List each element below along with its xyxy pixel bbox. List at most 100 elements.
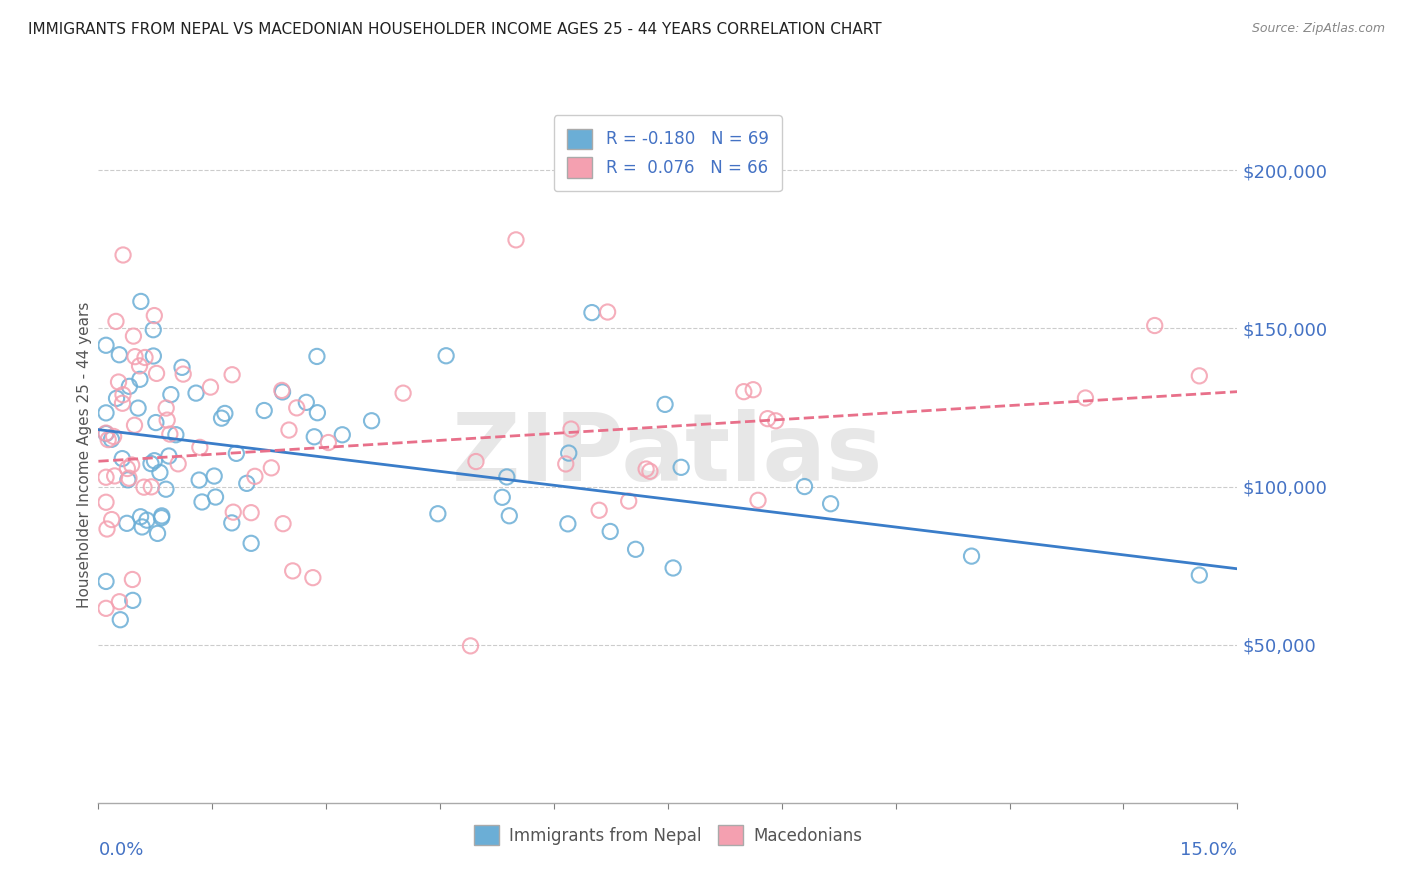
Point <box>105 392 128 406</box>
Point <box>112 248 135 262</box>
Point <box>97 433 120 447</box>
Point <box>491 490 513 504</box>
Text: 0.0%: 0.0% <box>98 841 143 859</box>
Point <box>669 460 692 475</box>
Point <box>94 426 117 441</box>
Point <box>1074 391 1097 405</box>
Point <box>271 384 294 399</box>
Point <box>742 383 765 397</box>
Point <box>211 411 233 425</box>
Point <box>117 473 139 487</box>
Point <box>599 524 621 539</box>
Point <box>134 351 156 365</box>
Point <box>111 396 134 410</box>
Point <box>960 549 983 563</box>
Point <box>157 449 180 463</box>
Point <box>139 457 162 471</box>
Point <box>793 479 815 493</box>
Text: 15.0%: 15.0% <box>1180 841 1237 859</box>
Point <box>460 639 482 653</box>
Text: Source: ZipAtlas.com: Source: ZipAtlas.com <box>1251 22 1385 36</box>
Point <box>100 433 122 447</box>
Point <box>270 384 292 398</box>
Point <box>557 516 579 531</box>
Point <box>596 305 619 319</box>
Point <box>756 411 779 425</box>
Point <box>170 360 193 375</box>
Point <box>225 446 247 460</box>
Point <box>121 573 143 587</box>
Point <box>636 462 658 476</box>
Point <box>115 516 138 531</box>
Point <box>104 314 127 328</box>
Point <box>143 309 166 323</box>
Point <box>191 495 214 509</box>
Point <box>505 233 527 247</box>
Point <box>617 494 640 508</box>
Legend: Immigrants from Nepal, Macedonians: Immigrants from Nepal, Macedonians <box>465 816 870 854</box>
Point <box>108 595 131 609</box>
Point <box>392 386 415 401</box>
Point <box>204 490 226 504</box>
Point <box>236 476 259 491</box>
Point <box>278 423 301 437</box>
Point <box>1188 368 1211 383</box>
Point <box>560 422 582 436</box>
Point <box>214 406 236 420</box>
Point <box>172 367 194 381</box>
Y-axis label: Householder Income Ages 25 - 44 years: Householder Income Ages 25 - 44 years <box>77 301 91 608</box>
Point <box>554 457 576 471</box>
Point <box>110 613 132 627</box>
Point <box>143 453 166 467</box>
Point <box>117 461 139 475</box>
Point <box>188 473 211 487</box>
Point <box>1188 568 1211 582</box>
Point <box>141 480 163 494</box>
Point <box>124 350 146 364</box>
Point <box>434 349 457 363</box>
Point <box>131 520 153 534</box>
Point <box>662 561 685 575</box>
Point <box>184 386 207 401</box>
Point <box>94 406 117 420</box>
Point <box>165 427 187 442</box>
Point <box>121 593 143 607</box>
Point <box>330 427 353 442</box>
Point <box>588 503 610 517</box>
Point <box>160 387 183 401</box>
Point <box>271 516 294 531</box>
Point <box>654 397 676 411</box>
Point <box>581 305 603 319</box>
Point <box>307 406 329 420</box>
Point <box>127 401 149 416</box>
Point <box>240 536 263 550</box>
Point <box>136 513 159 527</box>
Point <box>94 495 117 509</box>
Point <box>281 564 304 578</box>
Point <box>638 464 661 478</box>
Point <box>498 508 520 523</box>
Point <box>149 466 172 480</box>
Point <box>495 470 517 484</box>
Point <box>111 388 134 402</box>
Point <box>426 507 449 521</box>
Point <box>221 368 243 382</box>
Point <box>305 350 328 364</box>
Point <box>765 414 787 428</box>
Point <box>200 380 222 394</box>
Point <box>167 457 190 471</box>
Point <box>94 470 117 484</box>
Point <box>1143 318 1166 333</box>
Point <box>122 329 145 343</box>
Point <box>96 522 118 536</box>
Point <box>150 510 173 524</box>
Point <box>188 441 211 455</box>
Point <box>132 480 155 494</box>
Point <box>118 471 141 485</box>
Point <box>129 509 152 524</box>
Point <box>94 338 117 352</box>
Point <box>129 294 152 309</box>
Point <box>129 372 152 386</box>
Point <box>107 375 129 389</box>
Point <box>104 469 127 483</box>
